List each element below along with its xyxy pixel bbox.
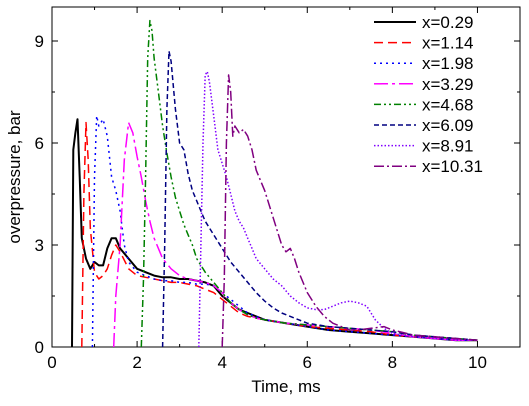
series-line-7 [198, 70, 478, 348]
x-axis-title: Time, ms [251, 377, 320, 396]
series-line-2 [81, 121, 478, 348]
x-tick-label: 2 [132, 353, 141, 372]
legend-label-8: x=10.31 [422, 157, 483, 176]
y-tick-label: 9 [35, 32, 44, 51]
x-tick-label: 8 [388, 353, 397, 372]
legend-label-6: x=6.09 [422, 116, 474, 135]
x-tick-label: 4 [217, 353, 226, 372]
series-line-4 [112, 121, 478, 348]
legend-label-2: x=1.14 [422, 34, 474, 53]
legend: x=0.29 x=1.14x=1.98 x=3.29x=4.68 x=6.09 x=8.… [374, 13, 483, 176]
series-line-1 [71, 118, 478, 348]
x-tick-label: 6 [303, 353, 312, 372]
minor-ticks [52, 7, 520, 347]
y-tick-label: 6 [35, 134, 44, 153]
legend-label-7: x=8.91 [422, 137, 474, 156]
x-tick-label: 10 [468, 353, 487, 372]
plot-frame [51, 6, 521, 348]
series-line-5 [140, 19, 478, 348]
legend-label-4: x=3.29 [422, 75, 474, 94]
legend-label-1: x=0.29 [422, 13, 474, 32]
y-tick-label: 3 [35, 236, 44, 255]
series-layer [71, 19, 478, 348]
series-line-3 [91, 115, 478, 348]
legend-label-3: x=1.98 [422, 54, 474, 73]
series-line-8 [221, 74, 478, 348]
y-axis-title: overpressure, bar [5, 110, 24, 244]
x-tick-label: 0 [47, 353, 56, 372]
y-tick-label: 0 [35, 338, 44, 357]
legend-label-5: x=4.68 [422, 95, 474, 114]
